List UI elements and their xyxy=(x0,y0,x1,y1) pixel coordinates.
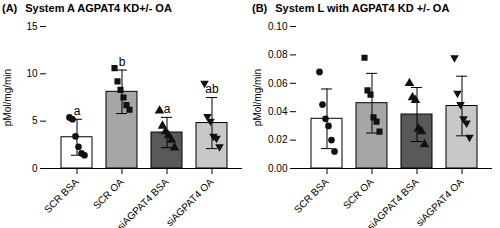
svg-text:5: 5 xyxy=(32,115,38,126)
svg-text:0.04: 0.04 xyxy=(268,106,288,117)
svg-text:0.10: 0.10 xyxy=(268,21,288,32)
svg-text:SCR OA: SCR OA xyxy=(91,176,126,211)
svg-text:a: a xyxy=(74,104,81,118)
html-text:System L with AGPAT4 KD +/- OA: System L with AGPAT4 KD +/- OA xyxy=(275,2,450,14)
svg-text:pMol/mg/min: pMol/mg/min xyxy=(2,69,13,126)
svg-text:pMol/mg/min: pMol/mg/min xyxy=(252,69,263,126)
svg-text:0.06: 0.06 xyxy=(268,78,288,89)
svg-text:siAGPAT4 OA: siAGPAT4 OA xyxy=(164,176,216,228)
svg-text:b: b xyxy=(119,55,126,69)
html-text:(B): (B) xyxy=(252,2,268,14)
svg-text:15: 15 xyxy=(26,21,38,32)
svg-text:0.08: 0.08 xyxy=(268,49,288,60)
html-text:(A): (A) xyxy=(2,2,18,14)
svg-text:0: 0 xyxy=(32,163,38,174)
svg-text:SCR BSA: SCR BSA xyxy=(42,176,81,215)
svg-text:SCR BSA: SCR BSA xyxy=(292,176,331,215)
svg-text:0.00: 0.00 xyxy=(268,163,288,174)
svg-text:siAGPAT4 OA: siAGPAT4 OA xyxy=(414,176,466,228)
svg-text:siAGPAT4 BSA: siAGPAT4 BSA xyxy=(365,176,421,228)
svg-text:0.02: 0.02 xyxy=(268,134,288,145)
svg-text:a: a xyxy=(164,102,171,116)
svg-text:10: 10 xyxy=(26,68,38,79)
svg-text:ab: ab xyxy=(205,82,219,96)
svg-text:SCR OA: SCR OA xyxy=(341,176,376,211)
html-text:System A AGPAT4 KD+/- OA: System A AGPAT4 KD+/- OA xyxy=(25,2,172,14)
svg-text:siAGPAT4 BSA: siAGPAT4 BSA xyxy=(115,176,171,228)
